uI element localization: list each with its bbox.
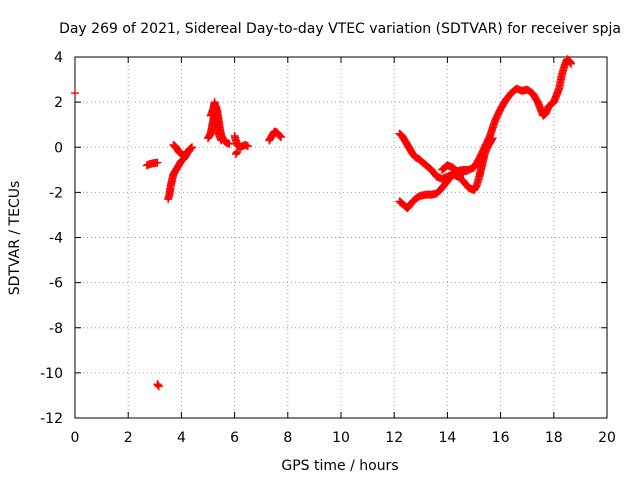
y-tick-label: -6 [49,276,63,292]
y-tick-label: 4 [54,50,63,66]
x-tick-label: 12 [385,430,403,446]
y-tick-label: -12 [40,411,63,427]
data-point [153,158,162,167]
grid-lines [75,57,607,418]
x-tick-label: 6 [230,430,239,446]
data-point [243,142,252,151]
x-tick-labels: 0 2 4 6 8 10 12 14 16 18 20 [71,430,616,446]
data-point [277,133,286,142]
x-tick-label: 10 [332,430,350,446]
data-point [488,134,497,143]
y-tick-label: -4 [49,231,63,247]
data-point [185,146,194,155]
data-points [71,55,576,391]
data-point [71,89,79,98]
x-tick-label: 2 [124,430,133,446]
y-tick-label: -10 [40,366,63,382]
data-point [567,59,576,68]
x-axis-label: GPS time / hours [281,458,398,474]
y-axis-label: SDTVAR / TECUs [7,181,23,296]
data-point [184,147,193,156]
x-tick-label: 20 [598,430,616,446]
y-tick-labels: -12 -10 -8 -6 -4 -2 0 2 4 [40,50,63,427]
data-point [154,382,163,391]
data-point [183,148,192,157]
x-tick-label: 18 [545,430,563,446]
y-tick-label: 2 [54,95,63,111]
data-point [231,150,240,159]
y-tick-label: 0 [54,140,63,156]
axis-ticks [74,56,608,419]
chart-title: Day 269 of 2021, Sidereal Day-to-day VTE… [59,21,621,37]
data-point [225,139,234,148]
x-tick-label: 14 [438,430,456,446]
x-tick-label: 0 [71,430,80,446]
data-point [459,170,468,179]
data-point [217,136,226,145]
y-tick-label: -8 [49,321,63,337]
x-tick-label: 16 [492,430,510,446]
x-tick-label: 8 [283,430,292,446]
x-tick-label: 4 [177,430,186,446]
y-tick-label: -2 [49,185,63,201]
